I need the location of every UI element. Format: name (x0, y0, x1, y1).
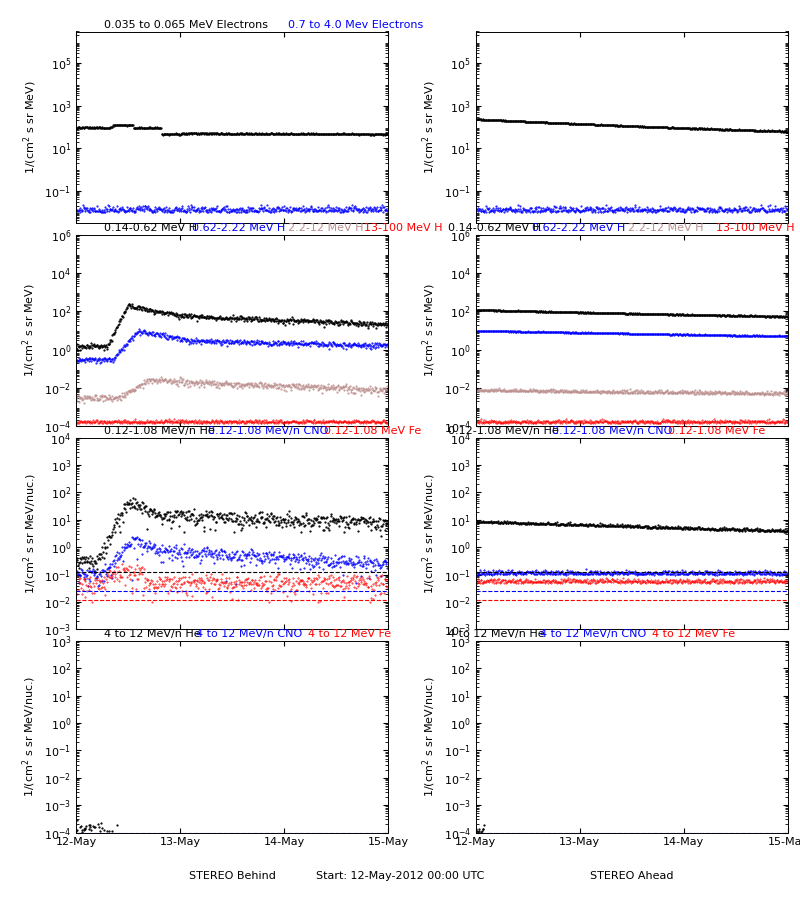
Text: 0.7 to 4.0 Mev Electrons: 0.7 to 4.0 Mev Electrons (288, 20, 423, 30)
Y-axis label: 1/(cm$^2$ s sr MeV): 1/(cm$^2$ s sr MeV) (21, 80, 38, 175)
Text: 4 to 12 MeV Fe: 4 to 12 MeV Fe (308, 629, 391, 639)
Text: 0.12-1.08 MeV/n He: 0.12-1.08 MeV/n He (104, 426, 214, 436)
Text: 4 to 12 MeV/n CNO: 4 to 12 MeV/n CNO (540, 629, 646, 639)
Text: 0.12-1.08 MeV/n CNO: 0.12-1.08 MeV/n CNO (552, 426, 672, 436)
Y-axis label: 1/(cm$^2$ s sr MeV): 1/(cm$^2$ s sr MeV) (421, 80, 438, 175)
Y-axis label: 1/(cm$^2$ s sr MeV): 1/(cm$^2$ s sr MeV) (420, 284, 438, 377)
Text: 0.035 to 0.065 MeV Electrons: 0.035 to 0.065 MeV Electrons (104, 20, 268, 30)
Text: STEREO Behind: STEREO Behind (189, 871, 275, 881)
Y-axis label: 1/(cm$^2$ s sr MeV): 1/(cm$^2$ s sr MeV) (21, 284, 38, 377)
Text: 4 to 12 MeV/n He: 4 to 12 MeV/n He (104, 629, 201, 639)
Y-axis label: 1/(cm$^2$ s sr MeV/nuc.): 1/(cm$^2$ s sr MeV/nuc.) (21, 472, 38, 594)
Text: 2.2-12 MeV H: 2.2-12 MeV H (628, 223, 703, 233)
Text: 0.14-0.62 MeV H: 0.14-0.62 MeV H (104, 223, 197, 233)
Text: 4 to 12 MeV/n He: 4 to 12 MeV/n He (448, 629, 545, 639)
Text: 4 to 12 MeV/n CNO: 4 to 12 MeV/n CNO (196, 629, 302, 639)
Text: 0.62-2.22 MeV H: 0.62-2.22 MeV H (532, 223, 626, 233)
Text: 13-100 MeV H: 13-100 MeV H (716, 223, 794, 233)
Text: 0.12-1.08 MeV Fe: 0.12-1.08 MeV Fe (668, 426, 766, 436)
Y-axis label: 1/(cm$^2$ s sr MeV/nuc.): 1/(cm$^2$ s sr MeV/nuc.) (420, 676, 438, 797)
Text: 0.12-1.08 MeV/n CNO: 0.12-1.08 MeV/n CNO (208, 426, 328, 436)
Y-axis label: 1/(cm$^2$ s sr MeV/nuc.): 1/(cm$^2$ s sr MeV/nuc.) (21, 676, 38, 797)
Text: 0.14-0.62 MeV H: 0.14-0.62 MeV H (448, 223, 541, 233)
Text: 4 to 12 MeV Fe: 4 to 12 MeV Fe (652, 629, 735, 639)
Text: 0.12-1.08 MeV Fe: 0.12-1.08 MeV Fe (324, 426, 422, 436)
Text: STEREO Ahead: STEREO Ahead (590, 871, 674, 881)
Y-axis label: 1/(cm$^2$ s sr MeV/nuc.): 1/(cm$^2$ s sr MeV/nuc.) (421, 472, 438, 594)
Text: 13-100 MeV H: 13-100 MeV H (364, 223, 442, 233)
Text: 0.62-2.22 MeV H: 0.62-2.22 MeV H (192, 223, 286, 233)
Text: Start: 12-May-2012 00:00 UTC: Start: 12-May-2012 00:00 UTC (316, 871, 484, 881)
Text: 0.12-1.08 MeV/n He: 0.12-1.08 MeV/n He (448, 426, 558, 436)
Text: 2.2-12 MeV H: 2.2-12 MeV H (288, 223, 363, 233)
